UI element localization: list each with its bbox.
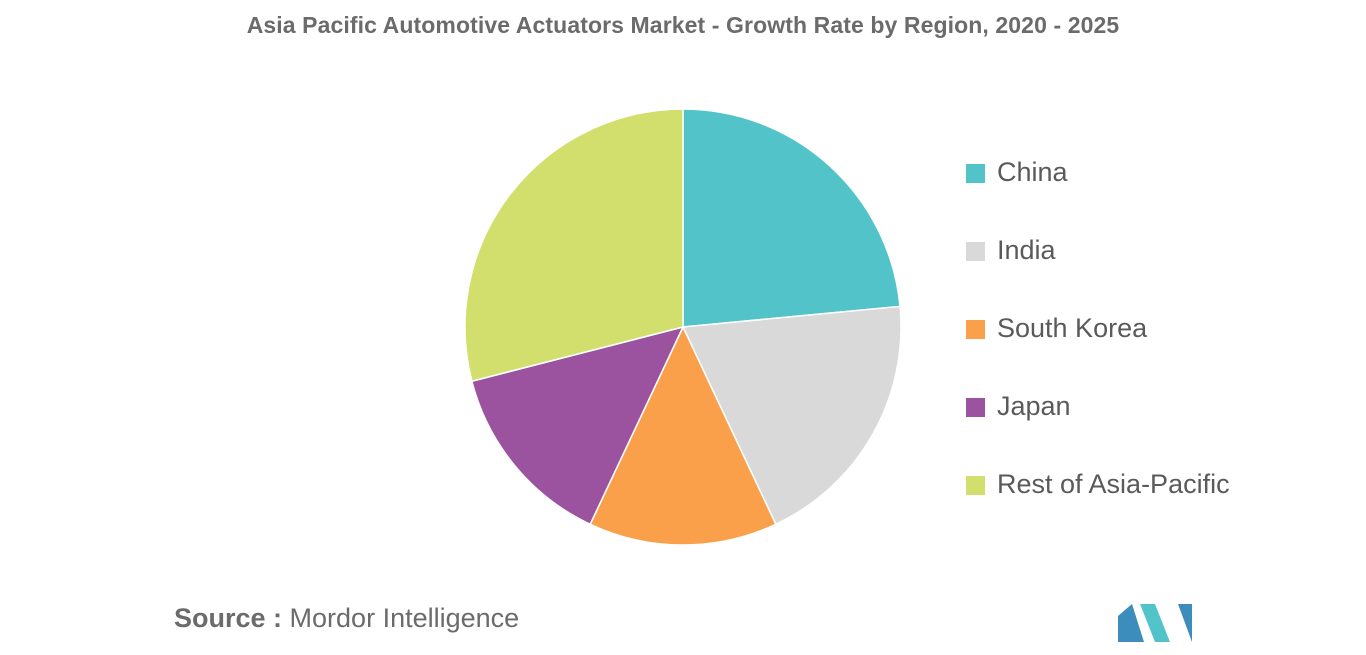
mordor-intelligence-logo [1118,604,1192,642]
legend: China India South Korea Japan Rest of As… [966,152,1230,542]
pie-slice-south-korea [589,325,777,546]
source-text: Mordor Intelligence [289,603,520,633]
legend-label-india: India [997,235,1056,265]
logo-middle-shape [1140,604,1170,642]
source-note: Source : Mordor Intelligence [174,603,519,634]
legend-item-rest-of-asia-pacific: Rest of Asia-Pacific [966,464,1230,542]
legend-swatch-rest-of-asia-pacific [966,476,985,495]
legend-item-south-korea: South Korea [966,308,1230,386]
source-label: Source : [174,603,283,633]
pie-slice-rest-of-asia-pacific [464,108,684,383]
pie-slice-japan [470,325,685,526]
legend-item-china: China [966,152,1230,230]
logo-left-shape [1118,604,1144,642]
legend-item-japan: Japan [966,386,1230,464]
legend-label-japan: Japan [997,391,1071,421]
legend-label-south-korea: South Korea [997,313,1148,343]
chart-title: Asia Pacific Automotive Actuators Market… [246,12,1120,38]
legend-label-china: China [997,157,1068,187]
pie-slice-china [682,108,901,328]
legend-swatch-india [966,242,985,261]
legend-swatch-china [966,164,985,183]
legend-swatch-japan [966,398,985,417]
logo-right-bar [1180,604,1192,642]
pie-slice-india [681,305,902,526]
legend-label-rest-of-asia-pacific: Rest of Asia-Pacific [997,469,1230,499]
legend-item-india: India [966,230,1230,308]
legend-swatch-south-korea [966,320,985,339]
